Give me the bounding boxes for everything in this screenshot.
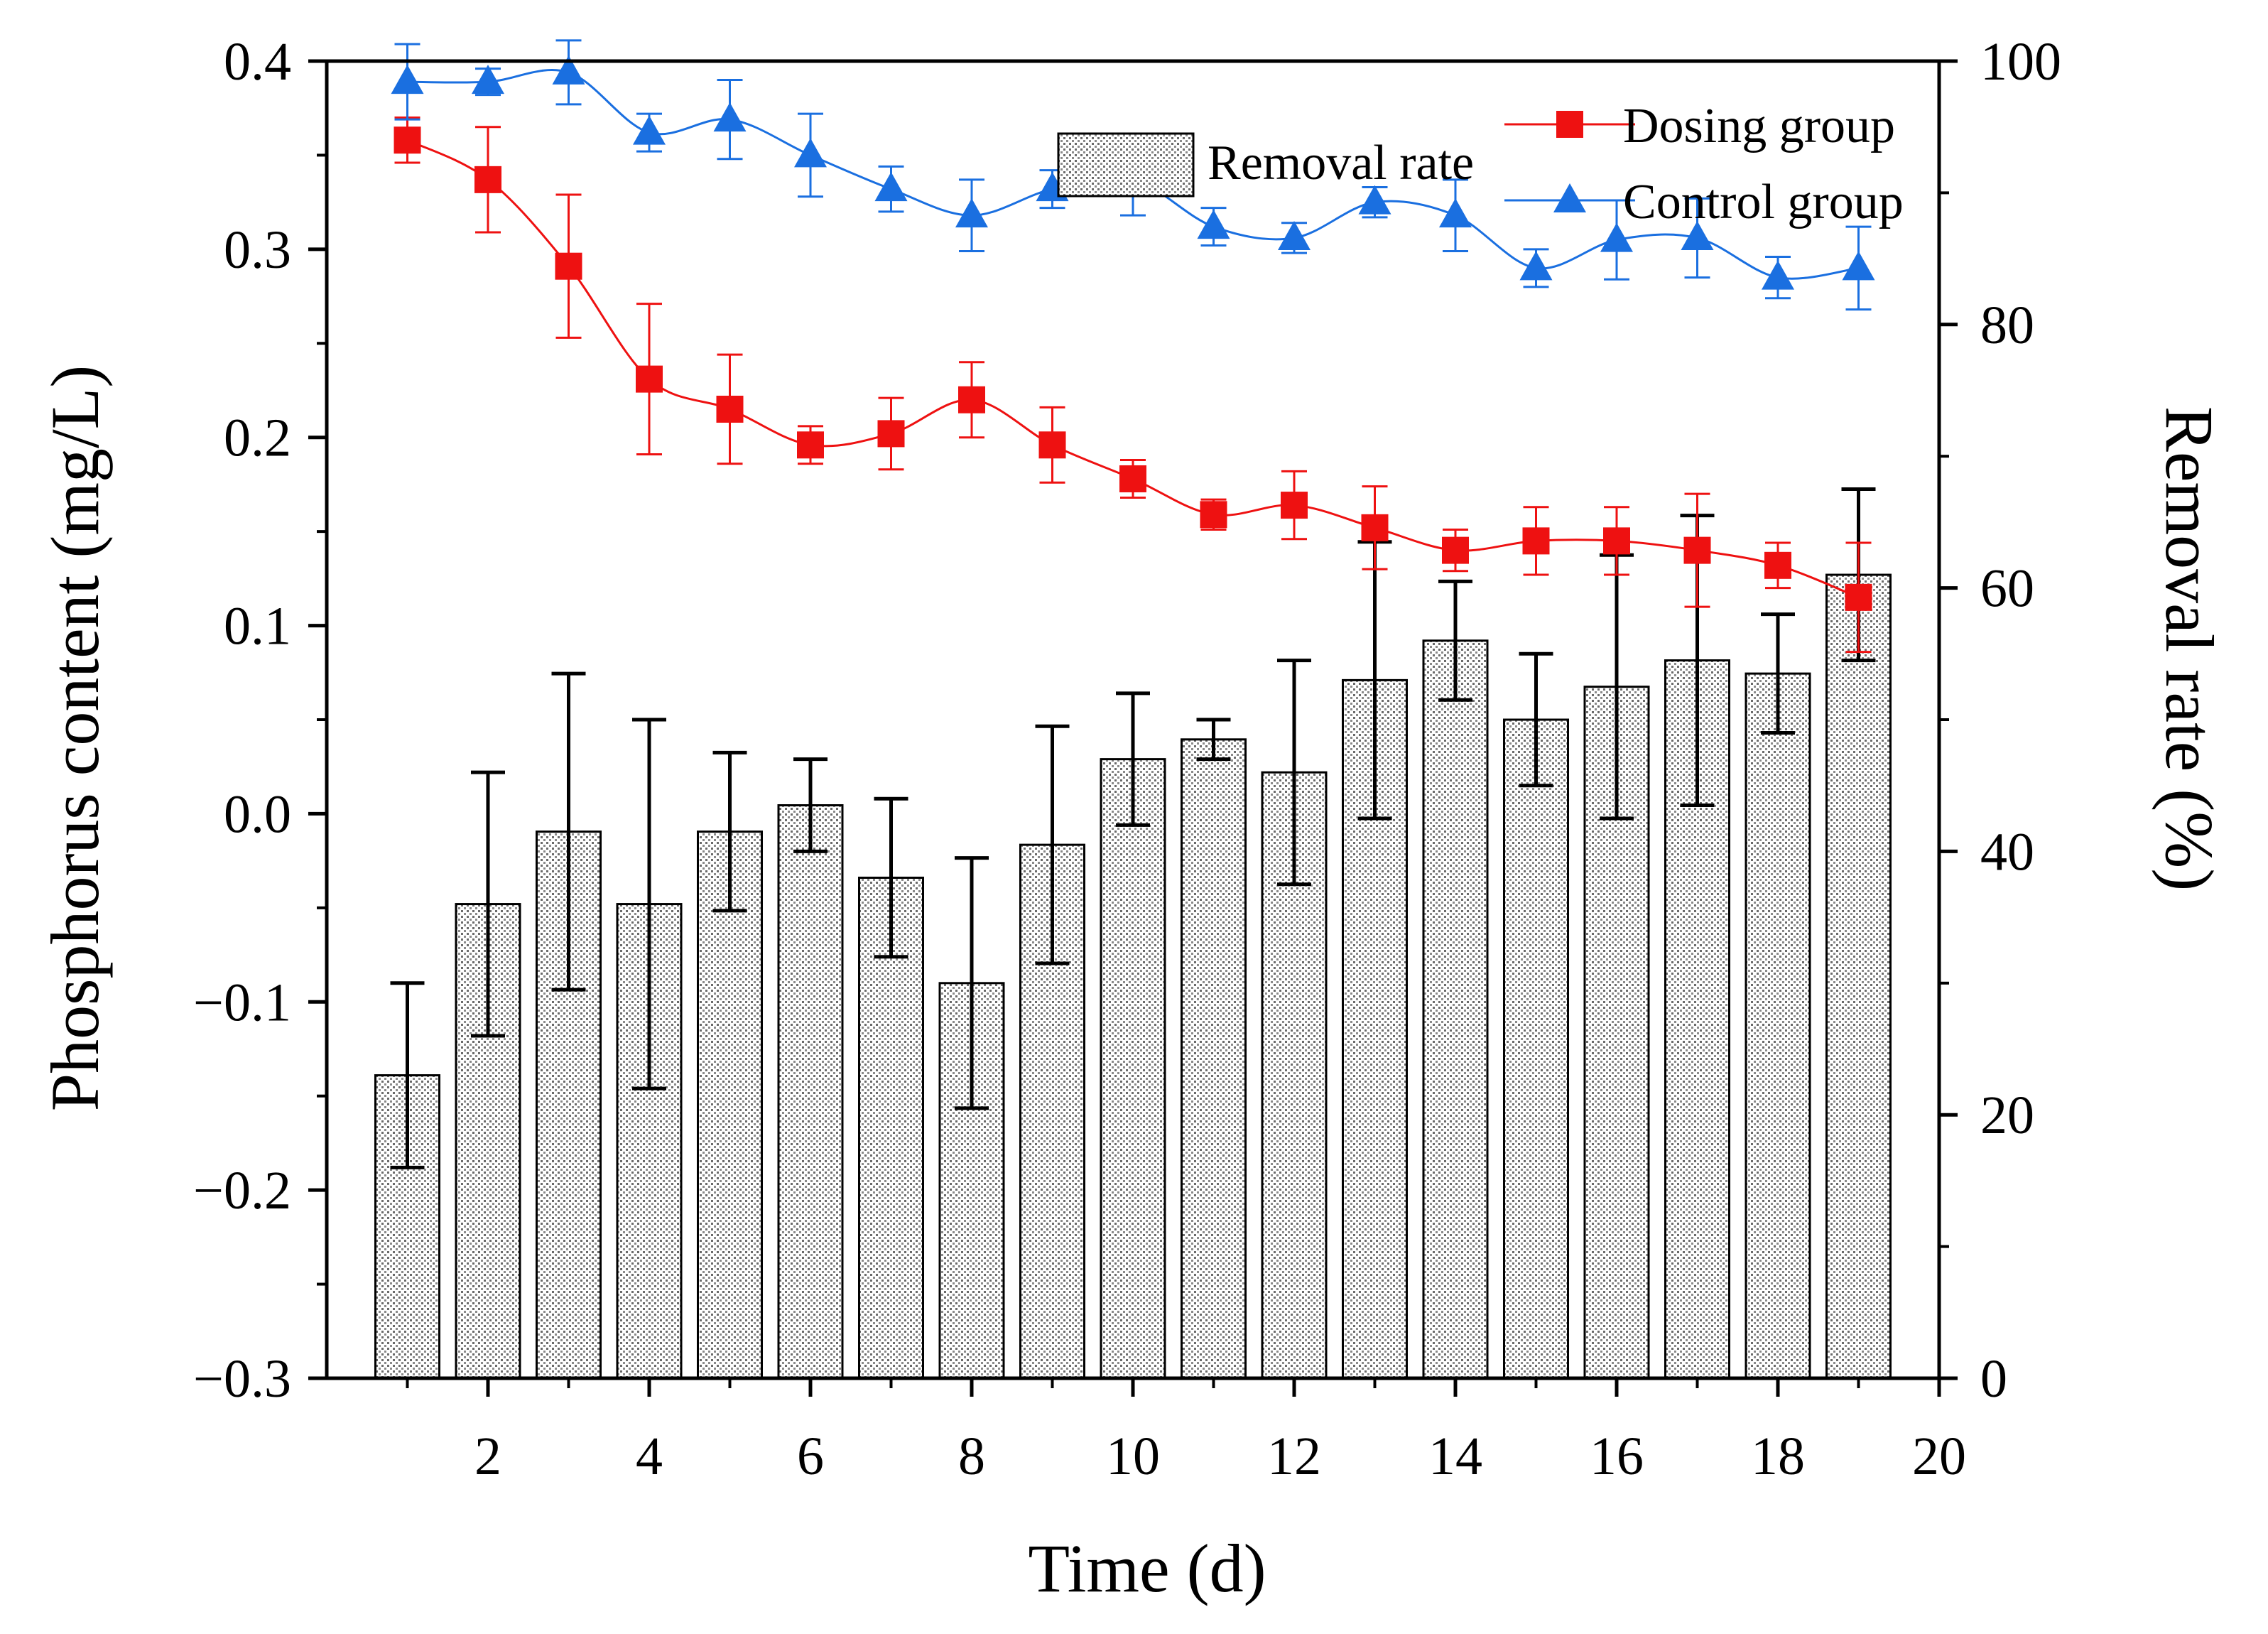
y-right-tick-label: 60	[1980, 559, 2034, 619]
x-tick-label: 10	[1106, 1427, 1160, 1486]
removal-rate-bar	[777, 804, 844, 1380]
x-tick-label: 4	[636, 1427, 663, 1486]
dosing-group-point	[555, 252, 582, 280]
y-left-tick-label: −0.3	[193, 1349, 291, 1409]
y-right-tick-label: 20	[1980, 1086, 2034, 1145]
y-right-axis-title: Removal rate (%)	[2152, 406, 2228, 891]
x-tick-label: 20	[1912, 1427, 1966, 1486]
y-left-axis-title: Phosphorus content (mg/L)	[37, 365, 113, 1112]
removal-rate-bar	[1503, 718, 1569, 1380]
control-group-point	[1197, 210, 1230, 239]
legend-removal-rate-label: Removal rate	[1208, 136, 1474, 190]
control-group-point	[955, 198, 988, 228]
dosing-group-point	[1764, 551, 1791, 579]
legend: Removal rate Dosing group Control group	[1057, 99, 1904, 229]
control-group-point	[1762, 260, 1794, 290]
removal-rate-bar	[1422, 639, 1489, 1380]
removal-rate-bar	[1664, 659, 1730, 1380]
control-group-point	[794, 138, 827, 168]
axes: 2 4 6 8 10 12 14 16 18 20 0.4 0.3 0.2 0.1 0.0 −0.1 −0.2 −…	[37, 32, 2228, 1606]
x-tick-label: 2	[474, 1427, 501, 1486]
x-tick-label: 18	[1751, 1427, 1805, 1486]
legend-dosing-marker	[1556, 111, 1583, 138]
dosing-group-point	[1442, 536, 1469, 564]
y-left-tick-label: 0.3	[224, 220, 291, 280]
control-group-point	[472, 65, 504, 94]
control-group-point	[552, 55, 585, 85]
legend-control-marker	[1553, 183, 1586, 212]
removal-rate-bar	[1181, 738, 1247, 1380]
control-group-point	[1842, 251, 1875, 281]
y-right-tick-label: 100	[1980, 32, 2061, 92]
dosing-group-point	[1038, 431, 1066, 459]
removal-rate-bar	[1745, 672, 1811, 1380]
x-tick-label: 16	[1590, 1427, 1644, 1486]
legend-control-label: Control group	[1623, 175, 1904, 229]
control-group-point	[713, 102, 747, 132]
y-left-tick-label: 0.2	[224, 408, 291, 468]
dosing-group-point	[1845, 583, 1872, 611]
control-group-point	[633, 115, 666, 145]
removal-rate-bar	[1825, 573, 1892, 1380]
x-axis-title: Time (d)	[1028, 1530, 1266, 1606]
dosing-group-point	[797, 431, 824, 459]
dosing-group-point	[1200, 501, 1227, 529]
dosing-group-point	[1603, 527, 1630, 555]
y-left-tick-label: −0.1	[193, 973, 291, 1032]
dosing-group-point	[1281, 492, 1308, 519]
legend-bar-swatch	[1057, 132, 1195, 198]
control-group-point	[1278, 220, 1311, 250]
y-right-tick-label: 80	[1980, 296, 2034, 355]
control-group-point	[1681, 220, 1714, 250]
control-group-point	[1439, 198, 1472, 228]
dosing-group-point	[1522, 527, 1550, 555]
removal-rate-bar	[1100, 758, 1166, 1380]
x-tick-label: 12	[1267, 1427, 1321, 1486]
y-right-tick-label: 40	[1980, 822, 2034, 882]
y-left-tick-label: −0.2	[193, 1161, 291, 1221]
x-tick-label: 8	[958, 1427, 985, 1486]
removal-rate-bars	[374, 487, 1892, 1380]
control-group-point	[874, 172, 908, 202]
dosing-group-point	[394, 126, 421, 154]
dosing-group-point	[1361, 514, 1389, 541]
dosing-group-point	[1119, 465, 1146, 492]
control-group-point	[1519, 251, 1553, 281]
dosing-group-point	[474, 166, 501, 193]
y-right-tick-label: 0	[1980, 1349, 2007, 1409]
y-left-tick-label: 0.0	[224, 784, 291, 844]
control-group-point	[391, 65, 424, 94]
dosing-group-point	[877, 420, 905, 448]
x-tick-label: 14	[1428, 1427, 1482, 1486]
legend-dosing-label: Dosing group	[1623, 99, 1895, 153]
removal-rate-bar	[858, 876, 924, 1380]
dosing-group-point	[1683, 536, 1711, 564]
dosing-group-point	[636, 365, 663, 393]
removal-rate-bar	[697, 830, 763, 1380]
control-group-point	[1600, 222, 1633, 252]
x-tick-label: 6	[797, 1427, 824, 1486]
dosing-group-point	[716, 395, 744, 423]
y-left-tick-label: 0.4	[224, 32, 291, 92]
control-group-point	[1358, 185, 1391, 215]
y-left-tick-label: 0.1	[224, 597, 291, 656]
dosing-group-point	[958, 386, 985, 413]
